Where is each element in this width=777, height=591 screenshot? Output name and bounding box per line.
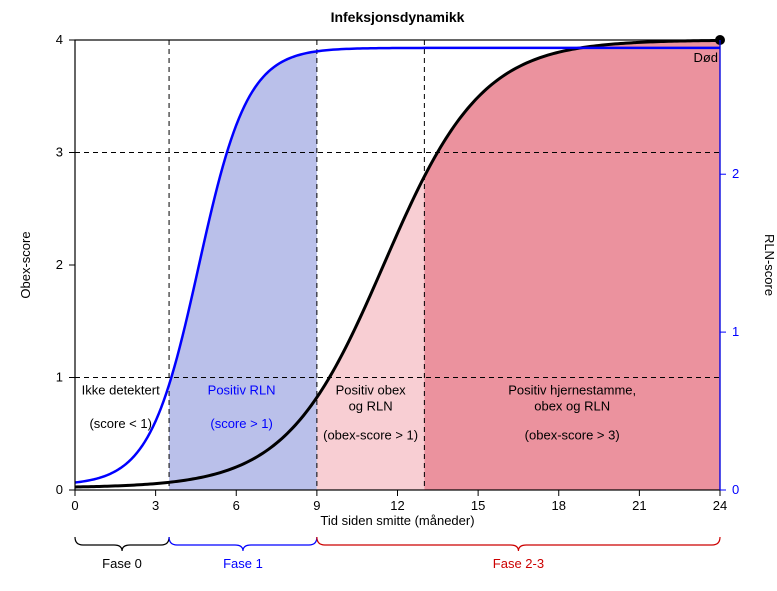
phase-label: Fase 2-3 <box>493 556 544 571</box>
x-tick-label: 24 <box>713 498 727 513</box>
region-label: og RLN <box>349 398 393 413</box>
x-tick-label: 0 <box>71 498 78 513</box>
y-right-tick-label: 2 <box>732 166 739 181</box>
x-tick-label: 15 <box>471 498 485 513</box>
region-phase2 <box>317 176 425 490</box>
x-tick-label: 12 <box>390 498 404 513</box>
y-left-label: Obex-score <box>18 231 33 298</box>
x-tick-label: 3 <box>152 498 159 513</box>
x-tick-label: 21 <box>632 498 646 513</box>
x-axis-label: Tid siden smitte (måneder) <box>320 513 474 528</box>
y-right-tick-label: 0 <box>732 482 739 497</box>
y-left-tick-label: 0 <box>56 482 63 497</box>
x-tick-label: 18 <box>552 498 566 513</box>
y-left-tick-label: 3 <box>56 145 63 160</box>
phase-brace <box>317 537 720 551</box>
y-left-tick-label: 2 <box>56 257 63 272</box>
region-label: Ikke detektert <box>82 382 160 397</box>
region-label: (score > 1) <box>210 416 273 431</box>
region-label: Positiv obex <box>336 382 407 397</box>
region-label: Positiv RLN <box>208 382 276 397</box>
x-tick-label: 6 <box>233 498 240 513</box>
phase-brace <box>75 537 169 551</box>
phase-label: Fase 1 <box>223 556 263 571</box>
region-label: Positiv hjernestamme, <box>508 382 636 397</box>
region-label: (obex-score > 1) <box>323 427 418 442</box>
x-tick-label: 9 <box>313 498 320 513</box>
y-left-tick-label: 4 <box>56 32 63 47</box>
phase-label: Fase 0 <box>102 556 142 571</box>
y-right-tick-label: 1 <box>732 324 739 339</box>
region-label: obex og RLN <box>534 398 610 413</box>
region-label: (score < 1) <box>89 416 152 431</box>
y-left-tick-label: 1 <box>56 370 63 385</box>
death-label: Død <box>693 50 718 65</box>
region-label: (obex-score > 3) <box>525 427 620 442</box>
chart-title: Infeksjonsdynamikk <box>331 9 465 25</box>
phase-brace <box>169 537 317 551</box>
y-right-label: RLN-score <box>762 234 777 296</box>
